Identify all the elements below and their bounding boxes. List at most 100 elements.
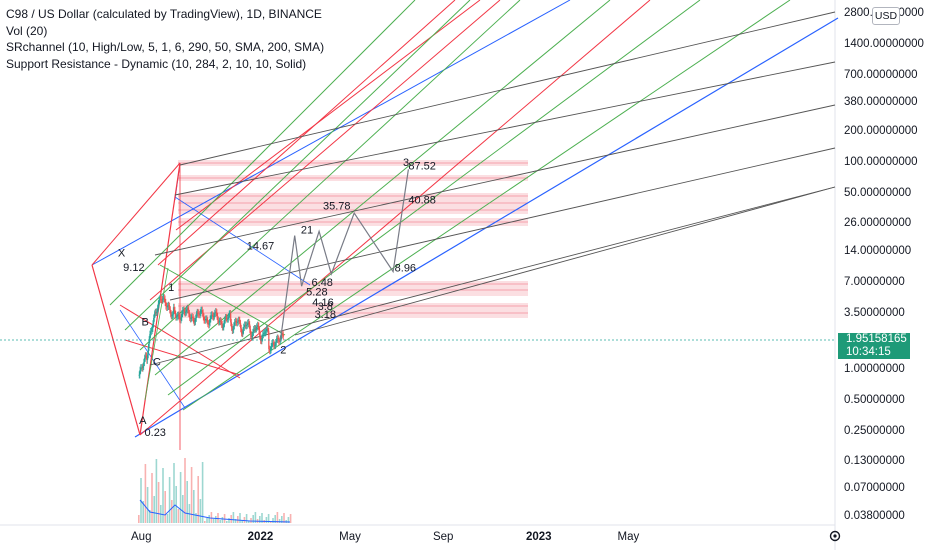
volume-bar [153, 496, 155, 523]
candle-body [187, 308, 189, 310]
candle-body [236, 321, 239, 323]
sr-zone [178, 281, 528, 296]
candle-body [227, 318, 229, 320]
candle-body [260, 340, 262, 342]
volume-bar [274, 515, 276, 523]
candle-body [247, 322, 249, 324]
channel-line [169, 147, 836, 301]
channel-line [154, 104, 836, 256]
candle-body [167, 305, 169, 307]
volume-bar [239, 513, 241, 523]
candle-body [246, 325, 248, 327]
candle-body [175, 314, 177, 317]
candle-body [164, 298, 166, 303]
volume-bar [204, 521, 206, 523]
volume-bar [157, 482, 160, 523]
volume-bar [184, 458, 186, 523]
candle-body [182, 310, 185, 312]
price-axis[interactable]: 2800.000000001400.00000000700.0000000038… [835, 0, 932, 525]
candle-body [244, 324, 246, 326]
volume-bar [171, 500, 173, 523]
candle-body [207, 323, 210, 325]
candle-body [212, 315, 214, 317]
price-tick-label: 50.00000000 [844, 187, 912, 200]
candle-body [150, 330, 152, 332]
candle-body [278, 339, 280, 341]
wave-label: X [118, 248, 126, 260]
candle-body [172, 307, 175, 315]
candle-body [263, 332, 265, 334]
candle-body [200, 310, 202, 313]
wave-label: B [141, 316, 148, 328]
fib-green-line [139, 0, 521, 351]
candle-body [163, 297, 165, 299]
candle-body [265, 328, 268, 331]
candle-body [170, 313, 172, 316]
candle-body [140, 367, 143, 369]
candle-body [248, 322, 250, 325]
fib-green-line [144, 267, 169, 401]
price-tick-label: 0.25000000 [844, 425, 905, 438]
candle-body [149, 334, 151, 340]
indicator-support-resistance[interactable]: Support Resistance - Dynamic (10, 284, 2… [6, 56, 307, 71]
candle-body [156, 308, 159, 312]
volume-bar [248, 521, 250, 523]
wave-label: 3.8 [318, 301, 333, 313]
candle-body [274, 345, 276, 347]
candle-body [222, 326, 224, 328]
price-tick-label: 380.00000000 [844, 96, 918, 109]
candle-body [259, 335, 262, 341]
candle-body [152, 323, 154, 329]
symbol-title[interactable]: C98 / US Dollar (calculated by TradingVi… [6, 7, 322, 21]
price-tick-label: 0.03800000 [844, 509, 905, 522]
candle-body [270, 346, 272, 350]
candle-body [179, 316, 181, 319]
price-tick-label: 3.50000000 [844, 306, 905, 319]
candle-body [174, 310, 176, 315]
gear-icon[interactable] [828, 529, 842, 543]
candle-body [237, 320, 239, 322]
fib-red-line [119, 304, 241, 379]
price-tick-label: 14.00000000 [844, 244, 912, 257]
candle-body [251, 335, 253, 338]
wave-label: 2 [280, 344, 286, 356]
volume-bar [283, 513, 285, 523]
volume-bar [276, 512, 279, 523]
indicator-volume[interactable]: Vol (20) [6, 23, 48, 38]
candle-body [255, 328, 257, 330]
price-tick-label: 0.07000000 [844, 482, 905, 495]
candle-body [142, 366, 144, 368]
current-price-badge: 1.95158165 10:34:15 [838, 333, 910, 359]
candle-body [138, 374, 140, 376]
volume-bar [259, 516, 261, 523]
candle-body [154, 312, 156, 314]
candle-body [276, 337, 278, 340]
wave-label: 4.16 [312, 297, 333, 309]
volume-bar [190, 467, 193, 523]
candle-body [201, 310, 204, 313]
candle-body [211, 314, 213, 316]
candle-body [259, 330, 261, 336]
candle-body [182, 310, 184, 314]
candle-body [267, 328, 269, 332]
wave-label: 6.48 [312, 277, 333, 289]
volume-bar [162, 468, 164, 523]
volume-bar [287, 517, 290, 523]
candle-body [272, 342, 274, 344]
volume-bar [179, 472, 182, 523]
candle-body [271, 343, 273, 347]
candle-body [191, 316, 194, 318]
currency-button[interactable]: USD [872, 7, 900, 25]
candle-body [253, 328, 255, 330]
volume-bar [144, 464, 147, 523]
volume-bar [245, 514, 248, 523]
candle-body [258, 326, 260, 331]
candle-body [198, 312, 200, 315]
volume-bar [250, 518, 252, 523]
time-axis[interactable]: Aug 2022 May Sep 2023 May [0, 525, 835, 550]
indicator-srchannel[interactable]: SRchannel (10, High/Low, 5, 1, 6, 290, 5… [6, 40, 325, 54]
volume-bar [206, 518, 208, 523]
candle-body [193, 319, 195, 322]
